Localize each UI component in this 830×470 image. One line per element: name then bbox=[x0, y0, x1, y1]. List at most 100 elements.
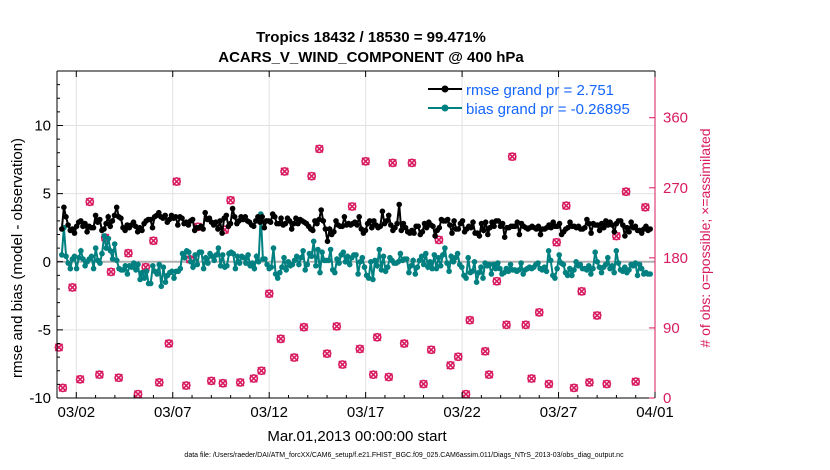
obs-count-point bbox=[426, 345, 436, 355]
bias-point bbox=[147, 280, 154, 287]
obs-count-point bbox=[257, 366, 266, 376]
obs-possible-marker bbox=[307, 171, 317, 181]
bias-point bbox=[137, 276, 143, 283]
obs-assimilated-marker bbox=[95, 370, 104, 379]
bias-point bbox=[647, 271, 653, 277]
obs-assimilated-marker bbox=[307, 171, 316, 181]
obs-possible-marker bbox=[502, 320, 511, 330]
obs-assimilated-marker bbox=[544, 379, 554, 389]
obs-possible-marker bbox=[388, 158, 398, 168]
bias-point bbox=[547, 257, 554, 264]
obs-possible-marker bbox=[347, 202, 357, 211]
bias-point bbox=[67, 265, 74, 272]
bias-point bbox=[245, 252, 251, 258]
rmse-point bbox=[354, 222, 360, 228]
obs-count-point bbox=[264, 289, 274, 299]
bias-point bbox=[186, 249, 192, 255]
bias-point bbox=[507, 261, 514, 268]
obs-assimilated-marker bbox=[569, 383, 579, 393]
rmse-point bbox=[90, 224, 97, 231]
rmse-point bbox=[411, 230, 417, 236]
rmse-point bbox=[468, 224, 474, 231]
bias-point bbox=[446, 268, 452, 275]
bias-point bbox=[124, 271, 131, 277]
obs-assimilated-marker bbox=[585, 378, 594, 387]
rmse-point bbox=[293, 215, 299, 221]
rmse-point bbox=[430, 223, 436, 230]
bias-point bbox=[598, 269, 605, 276]
rmse-point bbox=[495, 218, 502, 224]
rmse-point bbox=[267, 219, 274, 225]
rmse-point bbox=[516, 231, 523, 238]
bias-point bbox=[277, 269, 283, 276]
bias-point bbox=[281, 254, 287, 261]
bias-point bbox=[433, 265, 440, 272]
bias-point bbox=[156, 261, 162, 268]
y-left-tick-label: 5 bbox=[43, 186, 51, 203]
rmse-point bbox=[172, 214, 179, 220]
rmse-point bbox=[611, 229, 618, 235]
obs-assimilated-marker bbox=[407, 158, 417, 168]
obs-count-point bbox=[85, 197, 95, 207]
obs-possible-marker bbox=[552, 237, 562, 247]
bias-point bbox=[480, 275, 486, 281]
obs-count-point bbox=[492, 276, 502, 286]
bias-point bbox=[488, 271, 495, 277]
obs-possible-marker bbox=[368, 370, 378, 380]
obs-assimilated-marker bbox=[481, 347, 490, 356]
obs-count-point bbox=[68, 283, 77, 292]
rmse-point bbox=[132, 223, 139, 230]
rmse-point bbox=[162, 212, 168, 219]
bias-point bbox=[308, 253, 315, 260]
obs-assimilated-marker bbox=[527, 374, 536, 383]
obs-possible-marker bbox=[631, 377, 641, 387]
bias-point bbox=[181, 254, 188, 261]
obs-count-point bbox=[602, 379, 612, 389]
obs-count-point bbox=[206, 376, 216, 386]
obs-count-point bbox=[289, 353, 299, 362]
rmse-point bbox=[499, 220, 506, 227]
obs-possible-marker bbox=[407, 158, 417, 168]
rmse-point bbox=[394, 220, 400, 227]
bias-point bbox=[437, 263, 444, 269]
bias-point bbox=[516, 267, 522, 273]
bias-point bbox=[101, 233, 107, 239]
bias-point bbox=[122, 263, 129, 269]
rmse-point bbox=[423, 224, 430, 231]
bias-point bbox=[304, 261, 311, 268]
obs-count-point bbox=[149, 236, 158, 246]
obs-count-point bbox=[521, 320, 531, 330]
obs-assimilated-marker bbox=[315, 144, 324, 154]
obs-count-point bbox=[361, 156, 371, 166]
bias-point bbox=[602, 261, 609, 268]
y-axis-right-label: # of obs: o=possible; ×=assimilated bbox=[697, 128, 713, 347]
obs-count-point bbox=[322, 349, 332, 359]
bias-point bbox=[397, 250, 404, 257]
obs-assimilated-marker bbox=[276, 334, 285, 343]
x-tick-label: 03/12 bbox=[250, 404, 288, 421]
rmse-point bbox=[356, 214, 363, 220]
rmse-point bbox=[622, 233, 628, 239]
obs-possible-marker bbox=[561, 201, 571, 211]
bias-point bbox=[408, 263, 414, 269]
obs-possible-marker bbox=[569, 383, 579, 393]
bias-point bbox=[596, 264, 603, 271]
rmse-point bbox=[432, 233, 438, 239]
bias-point bbox=[232, 265, 239, 272]
bias-point bbox=[200, 265, 207, 272]
bias-point bbox=[255, 259, 262, 265]
obs-count-point bbox=[332, 321, 342, 331]
rmse-point bbox=[229, 205, 236, 212]
obs-possible-marker bbox=[355, 344, 365, 354]
obs-possible-marker bbox=[338, 360, 347, 369]
obs-possible-marker bbox=[527, 374, 536, 383]
bias-point bbox=[609, 263, 615, 269]
rmse-point bbox=[179, 215, 185, 221]
bias-point bbox=[444, 260, 450, 266]
rmse-point bbox=[84, 229, 90, 235]
rmse-point bbox=[291, 220, 297, 227]
obs-assimilated-marker bbox=[552, 238, 561, 247]
bias-point bbox=[556, 252, 562, 258]
bias-point bbox=[97, 260, 103, 266]
bias-point bbox=[313, 263, 319, 269]
